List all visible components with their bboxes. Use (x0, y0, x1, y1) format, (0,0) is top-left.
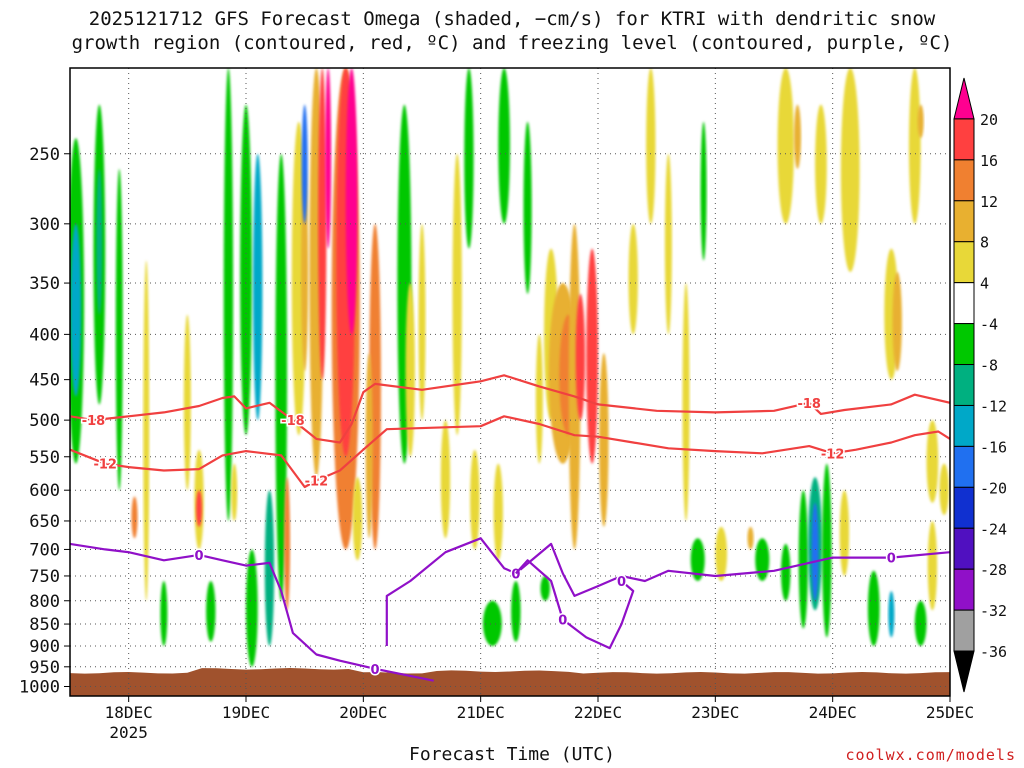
colorbar-swatch (953, 445, 975, 488)
y-tick-label: 1000 (19, 678, 60, 698)
red-contour-label: -12 (93, 458, 117, 473)
y-tick-label: 300 (29, 215, 60, 235)
y-tick-label: 950 (29, 658, 60, 678)
x-tick-label: 19DEC (222, 703, 270, 722)
purple-contour-1 (385, 537, 950, 646)
colorbar-swatch (953, 118, 975, 161)
colorbar-swatch (953, 486, 975, 529)
y-tick-label: 800 (29, 592, 60, 612)
colorbar-swatch (953, 404, 975, 447)
chart-title-line-2: growth region (contoured, red, ºC) and f… (71, 32, 953, 54)
colorbar-swatch (953, 568, 975, 611)
colorbar-swatch (953, 609, 975, 652)
colorbar-swatch (953, 241, 975, 284)
y-tick-label: 700 (29, 540, 60, 560)
red-contour-0 (70, 374, 950, 444)
colorbar-swatch (953, 650, 975, 693)
purple-contour-label: 0 (371, 663, 380, 678)
y-tick-label: 250 (29, 145, 60, 165)
colorbar-label: 20 (980, 111, 998, 129)
colorbar-label: -32 (980, 602, 1007, 620)
omega-shading (70, 68, 949, 667)
purple-contour-label: 0 (558, 614, 567, 629)
x-tick-label: 25DEC (926, 703, 974, 722)
red-contour-label: -12 (305, 474, 329, 489)
x-tick-sublabel: 2025 (109, 723, 148, 742)
colorbar-label: 8 (980, 234, 989, 252)
grid-lines (70, 68, 950, 696)
y-axis: 2503003504004505005506006507007508008509… (19, 145, 70, 698)
purple-contour-label: 0 (617, 575, 626, 590)
colorbar-label: 16 (980, 152, 998, 170)
red-contour-label: -12 (821, 447, 845, 462)
y-tick-label: 650 (29, 512, 60, 532)
colorbar-label: -36 (980, 643, 1007, 661)
x-tick-label: 20DEC (339, 703, 387, 722)
colorbar-swatch (953, 282, 975, 325)
colorbar-swatch (953, 200, 975, 243)
purple-contour-2 (515, 559, 635, 650)
red-contour-label: -18 (281, 414, 305, 429)
colorbar-swatch (953, 77, 975, 120)
red-contour-1 (70, 415, 950, 489)
terrain-fill (70, 668, 950, 696)
x-tick-label: 21DEC (457, 703, 505, 722)
colorbar-swatch (953, 527, 975, 570)
purple-contour-0 (70, 542, 434, 682)
y-tick-label: 350 (29, 274, 60, 294)
y-tick-label: 900 (29, 637, 60, 657)
colorbar-label: -24 (980, 520, 1007, 538)
purple-contour-label: 0 (887, 552, 896, 567)
chart-title-line-1: 2025121712 GFS Forecast Omega (shaded, −… (88, 8, 936, 30)
colorbar-label: -8 (980, 357, 998, 375)
colorbar: 20 16 12 8 4 -4 -8 -12 -16 -20 -24 -28 -32 -36 (953, 77, 1007, 693)
colorbar-label: -20 (980, 479, 1007, 497)
colorbar-label: -12 (980, 397, 1007, 415)
y-tick-label: 450 (29, 371, 60, 391)
colorbar-swatch (953, 364, 975, 406)
colorbar-label: -16 (980, 438, 1007, 456)
x-tick-label: 23DEC (691, 703, 739, 722)
colorbar-label: -28 (980, 561, 1007, 579)
colorbar-swatch (953, 159, 975, 202)
x-tick-label: 18DEC (105, 703, 153, 722)
y-tick-label: 600 (29, 481, 60, 501)
x-tick-label: 24DEC (809, 703, 857, 722)
credit-link[interactable]: coolwx.com/models (845, 746, 1016, 764)
y-tick-label: 550 (29, 448, 60, 468)
x-tick-label: 22DEC (574, 703, 622, 722)
purple-contour-label: 0 (195, 549, 204, 564)
red-contour-label: -18 (797, 397, 821, 412)
x-axis-label: Forecast Time (UTC) (409, 744, 615, 765)
y-tick-label: 850 (29, 615, 60, 635)
colorbar-label: 4 (980, 275, 989, 293)
red-contour-label: -18 (82, 414, 106, 429)
colorbar-label: -4 (980, 316, 998, 334)
colorbar-swatch (953, 323, 975, 366)
y-tick-label: 750 (29, 567, 60, 587)
y-tick-label: 500 (29, 411, 60, 431)
colorbar-label: 12 (980, 193, 998, 211)
plot-frame (69, 67, 951, 697)
y-tick-label: 400 (29, 325, 60, 345)
